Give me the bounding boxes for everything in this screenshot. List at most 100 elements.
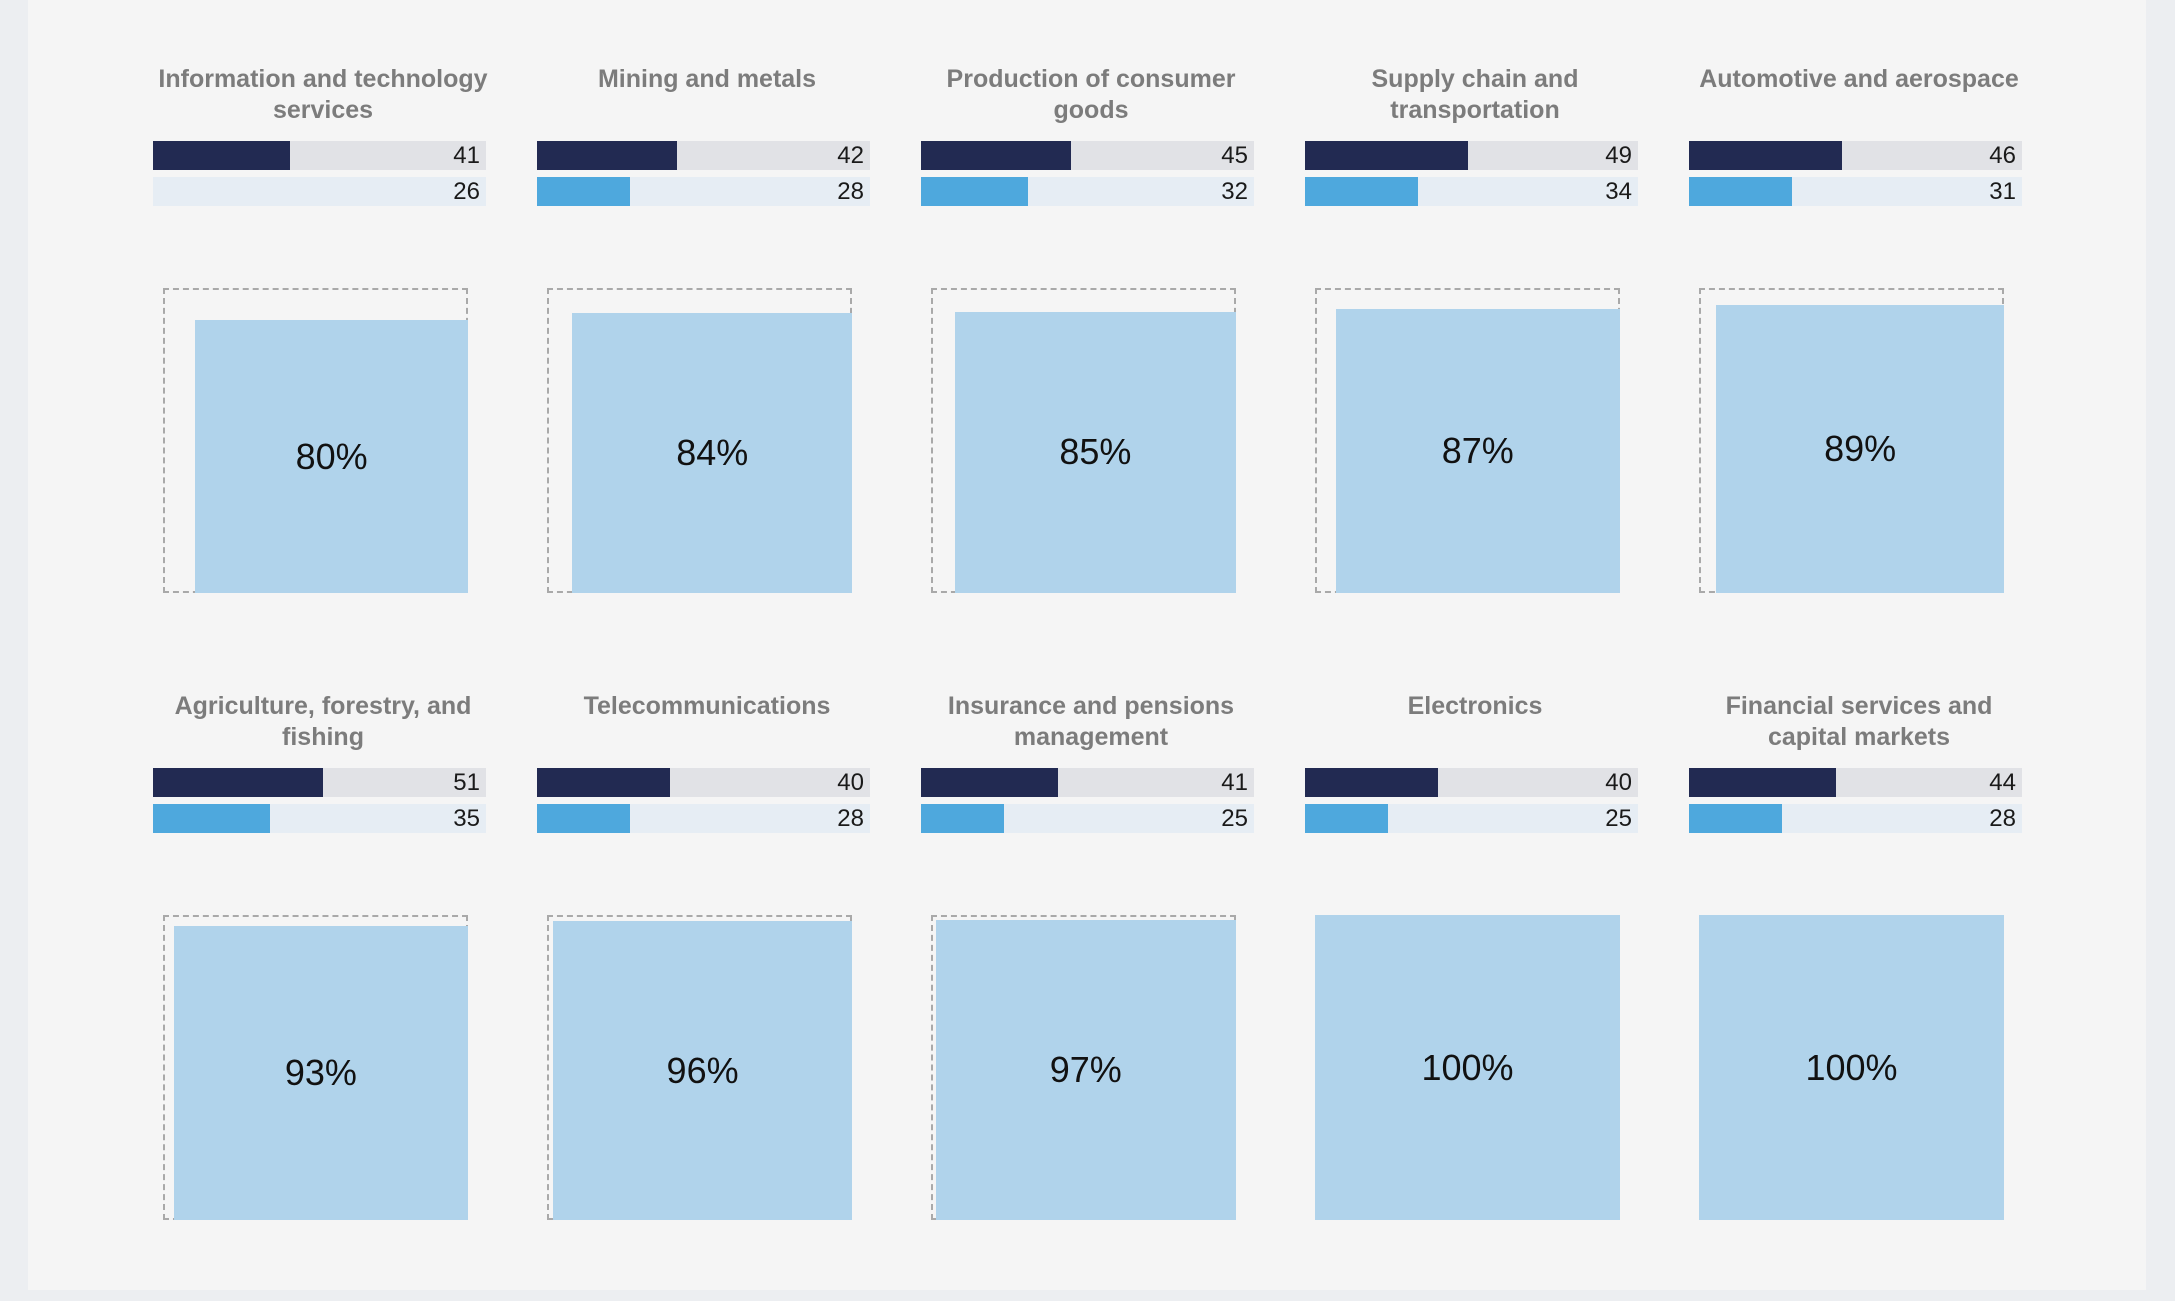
category-title: Production of consumer goods xyxy=(946,65,1236,124)
bar-track-light: 28 xyxy=(537,177,870,206)
bar-light xyxy=(537,177,631,206)
bar-track-light: 31 xyxy=(1689,177,2022,206)
category-title: Information and technology services xyxy=(158,65,488,124)
bar-value-dark: 41 xyxy=(453,142,480,169)
bar-dark xyxy=(1305,768,1439,797)
bar-track-light: 25 xyxy=(921,804,1254,833)
bar-track-light: 28 xyxy=(1689,804,2022,833)
bar-track-light: 25 xyxy=(1305,804,1638,833)
bar-light xyxy=(153,804,270,833)
percent-label: 96% xyxy=(666,1049,739,1091)
category-title: Supply chain and transportation xyxy=(1371,65,1579,124)
bar-track-light: 26 xyxy=(153,177,486,206)
square-fill xyxy=(1335,308,1620,593)
bar-track-dark: 40 xyxy=(1305,768,1638,797)
bar-dark xyxy=(1689,768,1836,797)
percent-label: 93% xyxy=(284,1051,357,1093)
percent-label: 84% xyxy=(676,432,749,474)
bar-value-dark: 49 xyxy=(1605,142,1632,169)
bar-dark xyxy=(921,141,1071,170)
bar-value-light: 28 xyxy=(837,178,864,205)
bar-dark xyxy=(537,768,671,797)
category-title: Automotive and aerospace xyxy=(1699,65,2019,93)
bar-track-light: 28 xyxy=(537,804,870,833)
bar-value-light: 34 xyxy=(1605,178,1632,205)
bar-track-dark: 41 xyxy=(153,141,486,170)
bar-value-light: 28 xyxy=(837,805,864,832)
bar-track-dark: 45 xyxy=(921,141,1254,170)
bar-track-dark: 44 xyxy=(1689,768,2022,797)
percent-label: 100% xyxy=(1805,1046,1898,1088)
bar-value-dark: 40 xyxy=(837,769,864,796)
bar-value-dark: 44 xyxy=(1989,769,2016,796)
category-cell: Information and technology services 41 26 8… xyxy=(153,64,493,674)
bar-light xyxy=(921,177,1028,206)
square-fill xyxy=(553,921,852,1220)
bar-track-dark: 49 xyxy=(1305,141,1638,170)
square-fill xyxy=(935,919,1236,1220)
bar-dark xyxy=(1305,141,1469,170)
bar-track-light: 34 xyxy=(1305,177,1638,206)
category-cell: Financial services and capital markets 44… xyxy=(1689,691,2029,1301)
bar-track-dark: 42 xyxy=(537,141,870,170)
category-title: Electronics xyxy=(1407,692,1543,720)
category-cell: Automotive and aerospace 46 31 89% xyxy=(1689,64,2029,674)
bar-dark xyxy=(153,141,290,170)
bar-value-light: 25 xyxy=(1605,805,1632,832)
percent-label: 80% xyxy=(295,435,368,477)
category-title: Mining and metals xyxy=(597,65,817,93)
percent-label: 97% xyxy=(1049,1048,1122,1090)
square-fill xyxy=(195,320,468,593)
bar-value-dark: 40 xyxy=(1605,769,1632,796)
chart-panel: Information and technology services 41 26 8… xyxy=(28,0,2146,1290)
percent-label: 87% xyxy=(1441,429,1514,471)
bar-light xyxy=(921,804,1005,833)
bar-track-dark: 40 xyxy=(537,768,870,797)
bar-dark xyxy=(1689,141,1843,170)
category-title: Financial services and capital markets xyxy=(1725,692,1993,751)
category-cell: Supply chain and transportation 49 34 87% xyxy=(1305,64,1645,674)
bar-value-dark: 51 xyxy=(453,769,480,796)
bar-light xyxy=(1305,804,1389,833)
bar-value-dark: 41 xyxy=(1221,769,1248,796)
bar-value-light: 35 xyxy=(453,805,480,832)
bar-track-light: 32 xyxy=(921,177,1254,206)
bar-light xyxy=(537,804,631,833)
percent-label: 100% xyxy=(1421,1046,1514,1088)
percent-label: 85% xyxy=(1059,431,1132,473)
category-cell: Agriculture, forestry, and fishing 51 35 93… xyxy=(153,691,493,1301)
bar-value-light: 26 xyxy=(453,178,480,205)
category-cell: Telecommunications 40 28 96% xyxy=(537,691,877,1301)
category-cell: Electronics 40 25 100% xyxy=(1305,691,1645,1301)
bar-value-light: 31 xyxy=(1989,178,2016,205)
bar-value-light: 32 xyxy=(1221,178,1248,205)
bar-dark xyxy=(921,768,1058,797)
category-cell: Mining and metals 42 28 84% xyxy=(537,64,877,674)
square-fill xyxy=(1699,915,2004,1220)
category-cell: Production of consumer goods 45 32 85% xyxy=(921,64,1261,674)
bar-value-dark: 46 xyxy=(1989,142,2016,169)
bar-light xyxy=(1689,804,1783,833)
bar-track-dark: 46 xyxy=(1689,141,2022,170)
bar-track-dark: 51 xyxy=(153,768,486,797)
square-fill xyxy=(1716,305,2004,593)
category-title: Telecommunications xyxy=(583,692,831,720)
bar-value-dark: 45 xyxy=(1221,142,1248,169)
category-title: Agriculture, forestry, and fishing xyxy=(174,692,472,751)
bar-dark xyxy=(537,141,677,170)
category-cell: Insurance and pensions management 41 25 97% xyxy=(921,691,1261,1301)
square-fill xyxy=(954,311,1236,593)
bar-track-light: 35 xyxy=(153,804,486,833)
bar-value-light: 28 xyxy=(1989,805,2016,832)
bar-dark xyxy=(153,768,323,797)
square-fill xyxy=(1315,915,1620,1220)
bar-track-dark: 41 xyxy=(921,768,1254,797)
square-fill xyxy=(572,313,852,593)
bar-value-light: 25 xyxy=(1221,805,1248,832)
bar-light xyxy=(1689,177,1793,206)
percent-label: 89% xyxy=(1824,428,1897,470)
square-fill xyxy=(173,925,468,1220)
bar-light xyxy=(1305,177,1419,206)
category-title: Insurance and pensions management xyxy=(947,692,1235,751)
bar-value-dark: 42 xyxy=(837,142,864,169)
